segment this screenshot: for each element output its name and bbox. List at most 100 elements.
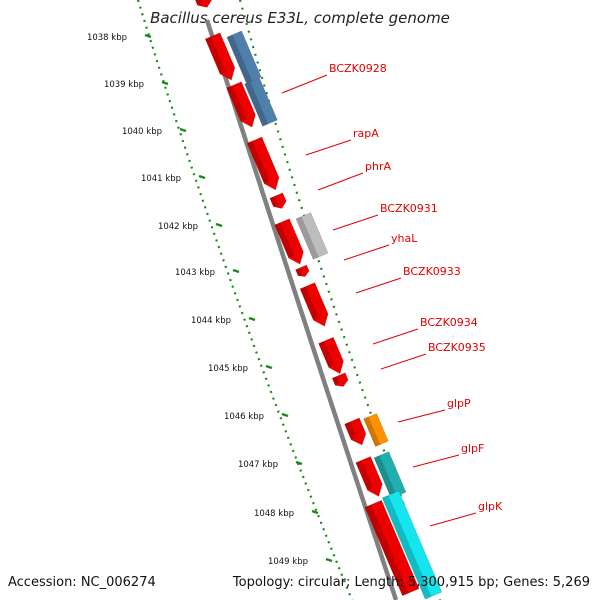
gene-arrow-6-body[interactable]: [295, 264, 311, 279]
gene-box-gray[interactable]: [295, 212, 329, 260]
gene-arrow-4-body[interactable]: [269, 192, 288, 211]
gene-leader-line: [429, 512, 477, 527]
gene-label[interactable]: glpK: [478, 500, 503, 513]
genome-summary-text: Topology: circular; Length: 5,300,915 bp…: [232, 575, 590, 590]
gene-box-blue-2-body[interactable]: [244, 77, 278, 127]
gene-label[interactable]: rapA: [353, 127, 379, 140]
gene-label[interactable]: BCZK0934: [420, 316, 478, 329]
gene-arrow-8-shade: [318, 341, 335, 368]
kbp-tick-mark: [281, 412, 289, 418]
gene-label[interactable]: phrA: [365, 160, 391, 173]
gene-leader-line: [343, 244, 390, 261]
gene-arrow-6-shade: [295, 267, 303, 276]
gene-box-orange-shade: [363, 416, 381, 447]
kbp-tick-label: 1039 kbp: [104, 80, 144, 90]
gene-arrow-11[interactable]: [355, 456, 386, 499]
gene-leader-line: [412, 454, 460, 468]
gene-box-blue-1-shade: [226, 34, 252, 84]
accession-text: Accession: NC_006274: [8, 575, 156, 590]
gene-arrow-9[interactable]: [331, 372, 350, 390]
gene-arrow-2-body[interactable]: [226, 81, 260, 131]
gene-arrow-4[interactable]: [269, 192, 288, 211]
gene-arrow-3-body[interactable]: [246, 136, 283, 193]
kbp-tick-label: 1045 kbp: [208, 364, 248, 374]
gene-arrow-5-body[interactable]: [274, 218, 308, 268]
gene-arrow-7[interactable]: [299, 282, 332, 330]
gene-box-orange[interactable]: [363, 413, 389, 447]
gene-label[interactable]: glpP: [447, 397, 471, 410]
kbp-tick-label: 1046 kbp: [224, 412, 264, 422]
gene-box-gray-body[interactable]: [295, 212, 329, 260]
gene-leader-line: [281, 74, 328, 94]
gene-leader-line: [332, 214, 379, 231]
kbp-tick-label: 1041 kbp: [141, 174, 181, 184]
kbp-tick-mark: [295, 460, 303, 466]
gene-leader-line: [305, 139, 352, 156]
gene-arrow-2-shade: [226, 85, 247, 122]
gene-leader-line: [397, 409, 446, 423]
kbp-tick-mark: [325, 557, 333, 563]
gene-arrow-7-shade: [300, 286, 319, 321]
gene-arrow-10-body[interactable]: [344, 417, 370, 448]
gene-leader-line: [380, 353, 427, 370]
kbp-tick-mark: [161, 80, 169, 86]
gene-box-teal-shade: [374, 455, 397, 499]
gene-arrow-3-shade: [247, 140, 270, 184]
gene-arrow-9-body[interactable]: [331, 372, 350, 390]
kbp-tick-mark: [311, 509, 319, 515]
gene-arrow-7-body[interactable]: [299, 282, 332, 330]
gene-leader-line: [372, 328, 419, 345]
gene-label[interactable]: BCZK0933: [403, 265, 461, 278]
kbp-tick-mark: [248, 316, 256, 322]
gene-arrow-10[interactable]: [344, 417, 370, 448]
gene-box-blue-2-shade: [244, 81, 269, 127]
kbp-tick-mark: [179, 127, 187, 133]
inner-tick-ring: [136, 0, 354, 600]
gene-arrow-9-shade: [332, 376, 341, 386]
gene-label[interactable]: glpF: [461, 442, 484, 455]
gene-arrow-12-body[interactable]: [364, 499, 420, 597]
map-title: Bacillus cereus E33L, complete genome: [150, 9, 450, 27]
gene-label[interactable]: yhaL: [391, 232, 418, 245]
kbp-tick-mark: [215, 222, 223, 228]
gene-arrow-6[interactable]: [295, 264, 311, 279]
gene-arrow-3[interactable]: [246, 136, 283, 193]
gene-arrow-8[interactable]: [318, 336, 348, 376]
kbp-tick-label: 1042 kbp: [158, 222, 198, 232]
gene-box-orange-body[interactable]: [363, 413, 389, 447]
gene-arrow-1[interactable]: [204, 32, 238, 83]
gene-box-cyan[interactable]: [381, 490, 443, 600]
gene-arrow-11-body[interactable]: [355, 456, 386, 499]
gene-box-blue-2[interactable]: [244, 77, 278, 127]
gene-label-layer: BCZK0928 rapA phrA BCZK0931 yhaL BCZK0933 BCZK…: [281, 62, 503, 527]
kbp-tick-mark: [144, 33, 152, 39]
gene-arrow-5-shade: [274, 222, 295, 259]
gene-arrow-4-shade: [269, 196, 279, 207]
gene-arrow-prev[interactable]: [193, 0, 215, 10]
gene-arrow-12-shade: [364, 504, 409, 596]
gene-box-cyan-body[interactable]: [381, 490, 443, 600]
gene-arrow-prev-shade: [193, 0, 204, 6]
kbp-tick-label: 1047 kbp: [238, 460, 278, 470]
gene-arrow-1-body[interactable]: [204, 32, 238, 83]
gene-box-blue-1[interactable]: [226, 30, 262, 84]
gene-label[interactable]: BCZK0928: [329, 62, 387, 75]
gene-leader-line: [355, 277, 402, 294]
gene-label[interactable]: BCZK0935: [428, 341, 486, 354]
gene-arrow-10-shade: [344, 421, 357, 440]
gene-arrow-12[interactable]: [364, 499, 420, 597]
gene-box-gray-shade: [296, 216, 319, 260]
gene-arrow-2[interactable]: [226, 81, 260, 131]
gene-arrow-8-body[interactable]: [318, 336, 348, 376]
gene-box-blue-1-body[interactable]: [226, 30, 262, 84]
gene-arrow-prev-body[interactable]: [193, 0, 215, 10]
gene-label[interactable]: BCZK0931: [380, 202, 438, 215]
gene-box-cyan-shade: [382, 495, 432, 600]
kbp-tick-label: 1043 kbp: [175, 268, 215, 278]
kbp-tick-mark: [198, 174, 206, 180]
gene-arrow-5[interactable]: [274, 218, 308, 268]
gene-arrow-11-shade: [355, 460, 374, 491]
kbp-tick-mark: [232, 268, 240, 274]
gene-arrow-1-shade: [205, 36, 226, 75]
